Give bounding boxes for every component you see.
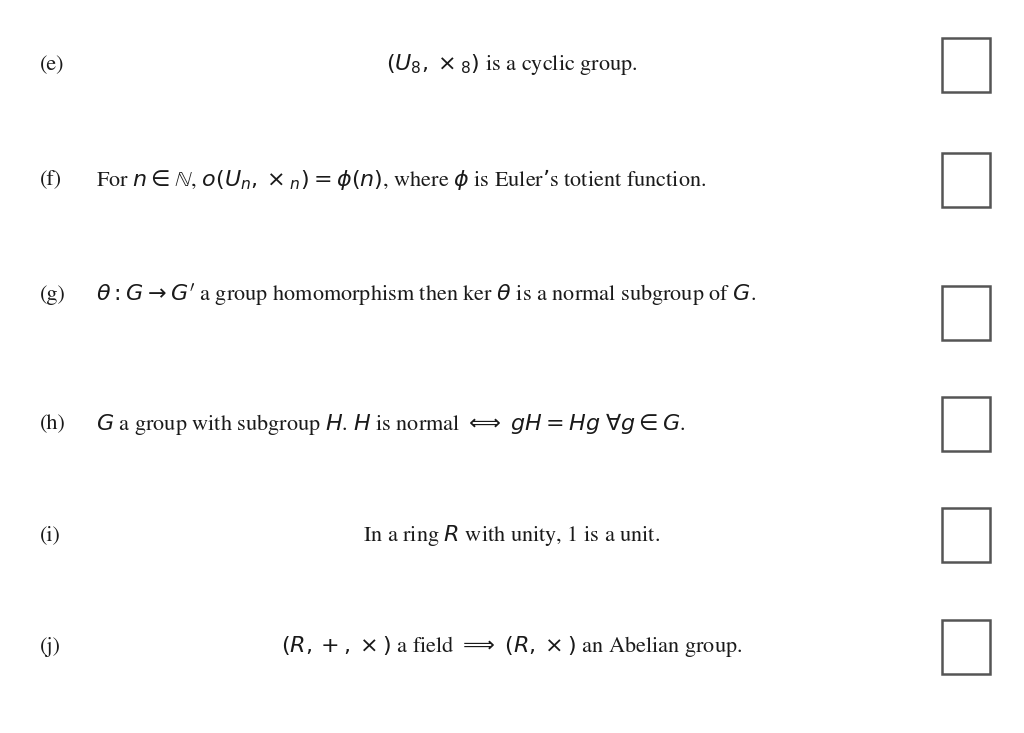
- Text: (g): (g): [40, 285, 67, 304]
- Text: (f): (f): [40, 170, 62, 190]
- Text: $\theta : G \rightarrow G'$ a group homomorphism then ker $\theta$ is a normal s: $\theta : G \rightarrow G'$ a group homo…: [95, 281, 756, 308]
- Text: In a ring $R$ with unity, 1 is a unit.: In a ring $R$ with unity, 1 is a unit.: [364, 523, 660, 548]
- Text: $(U_8, \times_8)$ is a cyclic group.: $(U_8, \times_8)$ is a cyclic group.: [386, 52, 638, 77]
- Text: (j): (j): [40, 637, 61, 657]
- Text: $(R, +, \times)$ a field $\Longrightarrow$ $(R, \times)$ an Abelian group.: $(R, +, \times)$ a field $\Longrightarro…: [282, 634, 742, 659]
- Text: (h): (h): [40, 414, 67, 434]
- Text: $G$ a group with subgroup $H$. $H$ is normal $\Longleftrightarrow$ $gH = Hg$ $\f: $G$ a group with subgroup $H$. $H$ is no…: [95, 411, 685, 437]
- Bar: [941, 286, 989, 339]
- Text: (e): (e): [40, 55, 65, 75]
- Bar: [941, 619, 989, 674]
- Text: For $n \in \mathbb{N}$, $o(U_n, \times_n) = \phi(n)$, where $\phi$ is Euler’s to: For $n \in \mathbb{N}$, $o(U_n, \times_n…: [95, 167, 706, 192]
- Text: (i): (i): [40, 526, 61, 545]
- Bar: [941, 397, 989, 451]
- Bar: [941, 509, 989, 562]
- Bar: [941, 38, 989, 92]
- Bar: [941, 152, 989, 207]
